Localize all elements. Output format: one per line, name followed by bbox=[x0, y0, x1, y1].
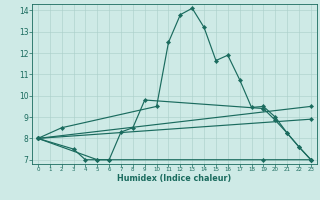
X-axis label: Humidex (Indice chaleur): Humidex (Indice chaleur) bbox=[117, 174, 232, 183]
